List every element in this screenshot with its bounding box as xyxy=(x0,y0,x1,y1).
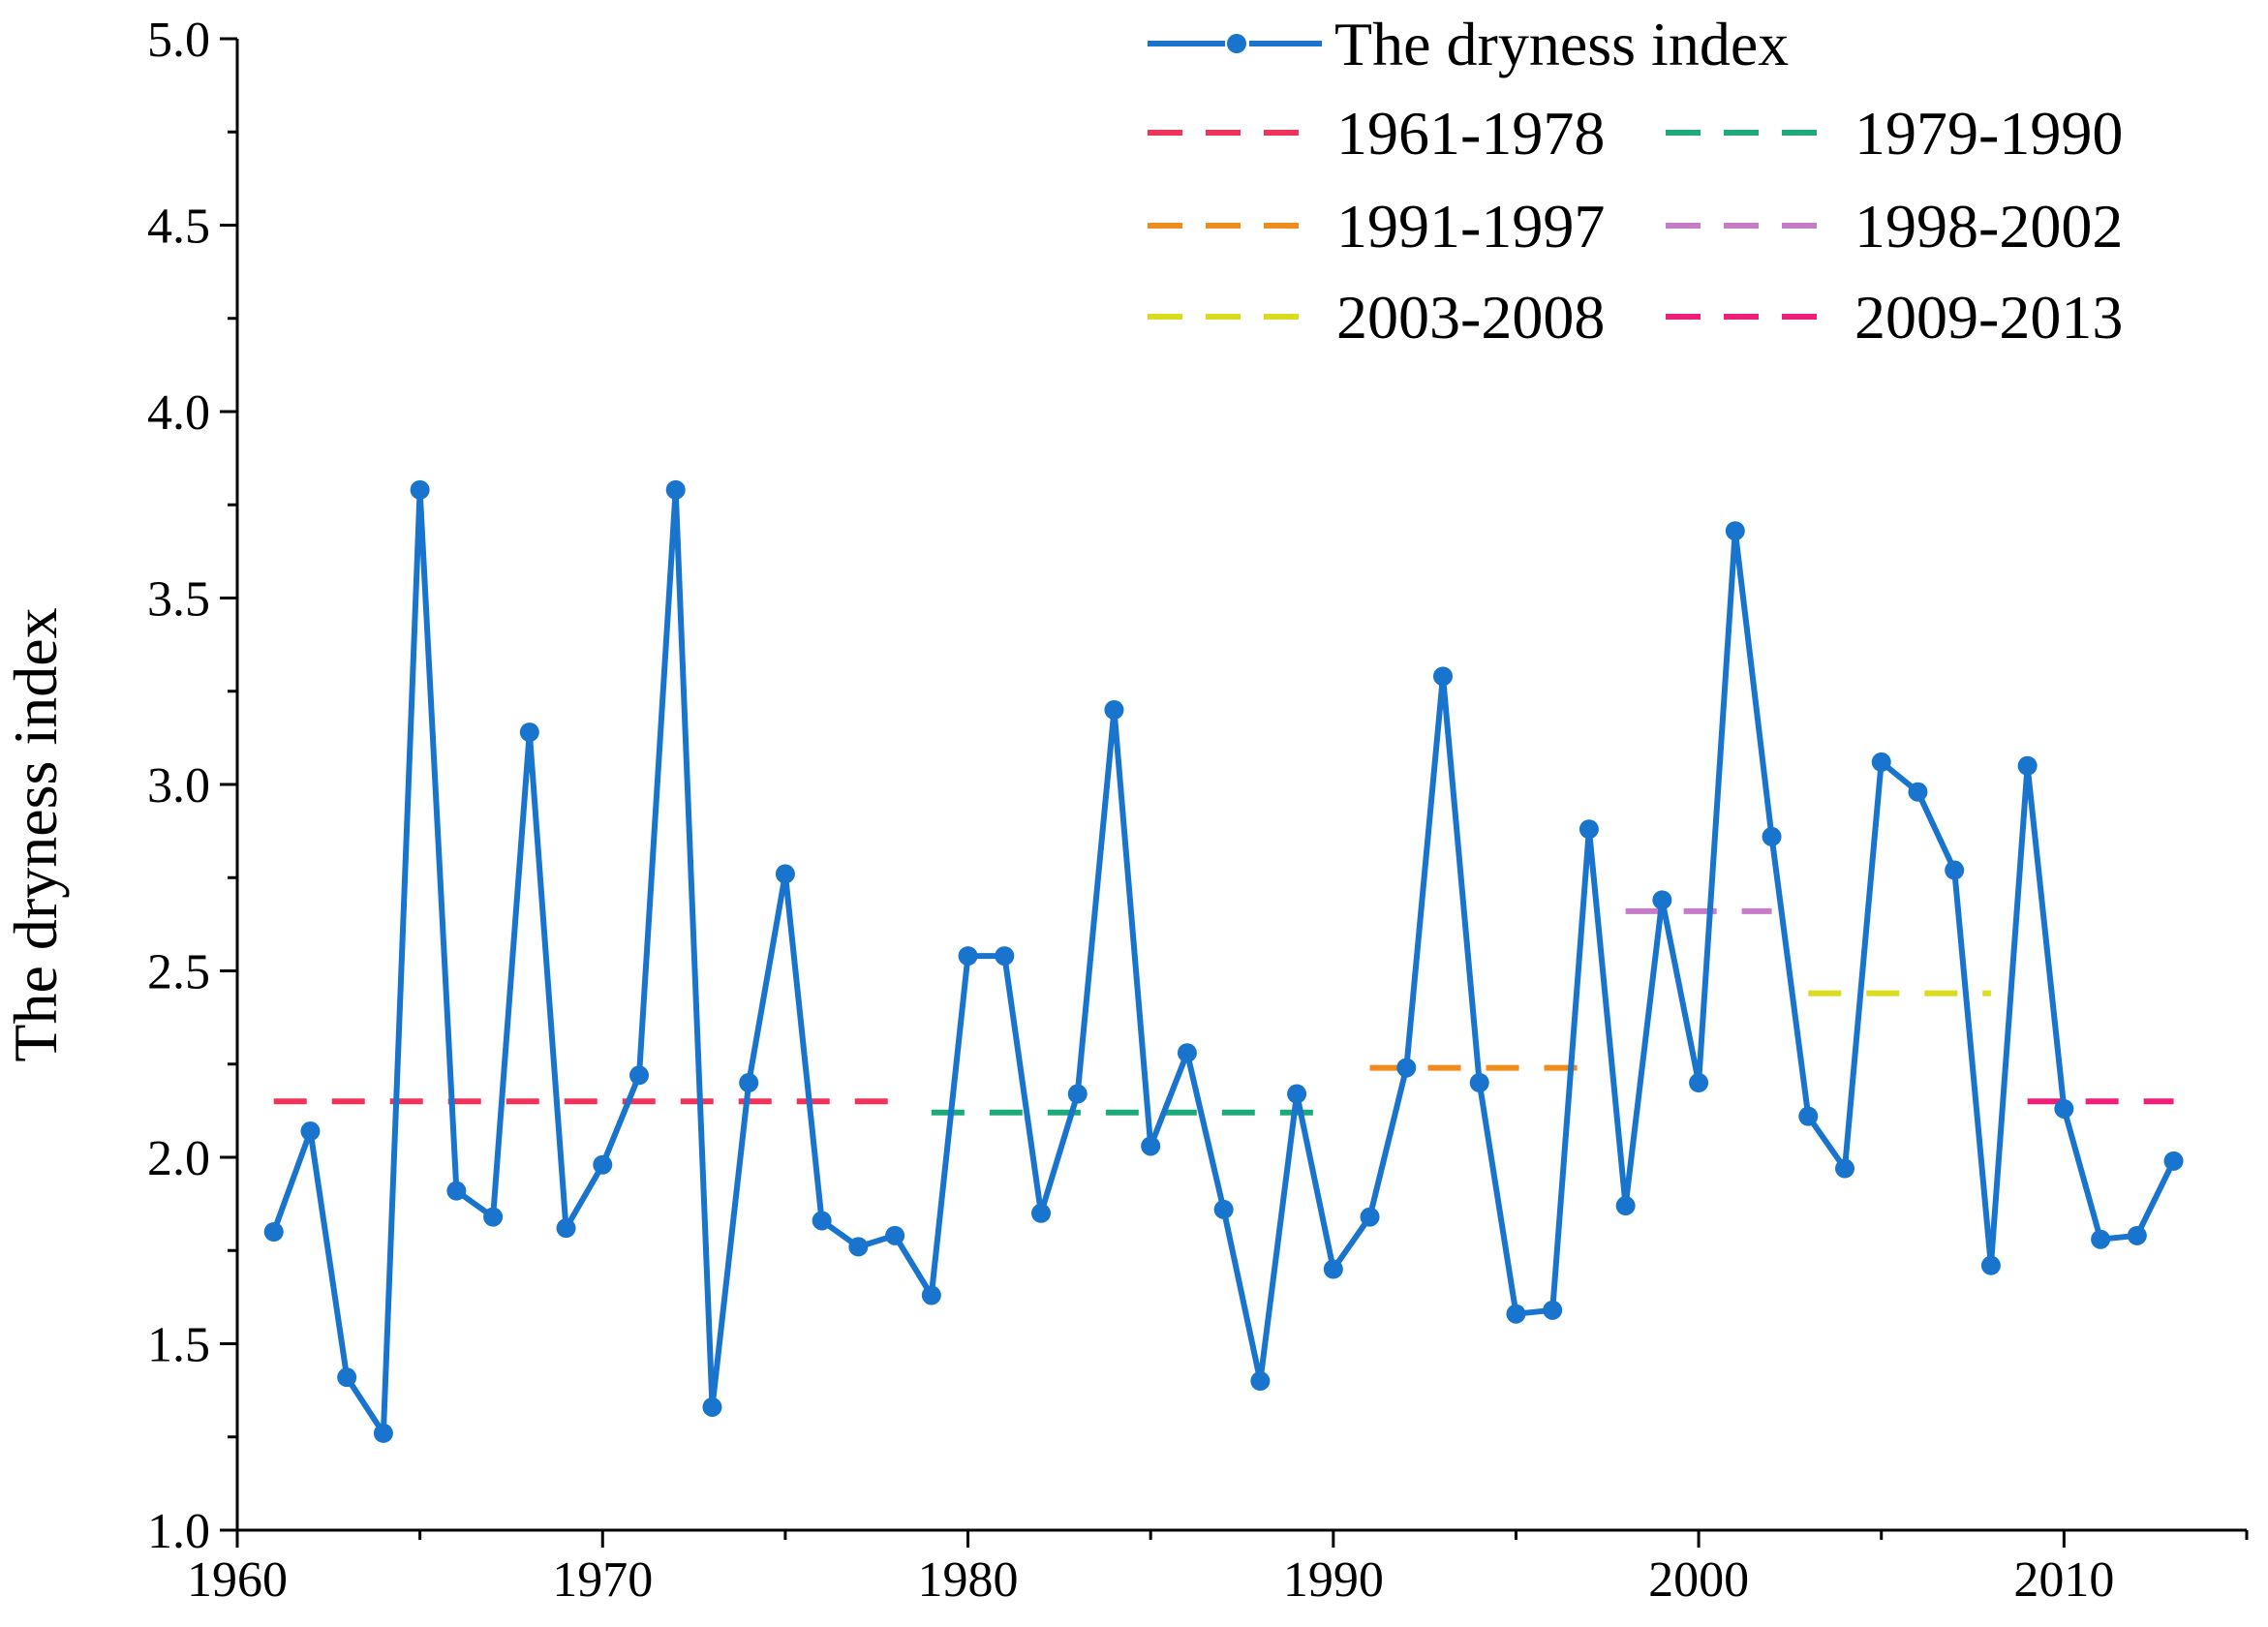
data-point-1970 xyxy=(593,1154,613,1175)
legend-label-2009-2013: 2009-2013 xyxy=(1854,283,2123,352)
y-tick-label: 2.5 xyxy=(147,945,210,1000)
data-point-1988 xyxy=(1250,1371,1271,1391)
legend-label-1991-1997: 1991-1997 xyxy=(1336,192,1605,261)
data-point-1991 xyxy=(1360,1207,1380,1227)
data-point-1962 xyxy=(300,1121,321,1142)
data-point-2013 xyxy=(2163,1151,2184,1171)
data-point-1986 xyxy=(1177,1043,1197,1063)
data-point-1997 xyxy=(1578,819,1599,840)
legend-label-2003-2008: 2003-2008 xyxy=(1336,283,1605,352)
x-tick-label: 2000 xyxy=(1648,1552,1749,1608)
y-tick-label: 4.5 xyxy=(147,200,210,255)
data-point-1981 xyxy=(995,946,1015,967)
data-point-1982 xyxy=(1031,1203,1051,1223)
axes: 1.0 1.5 2.0 2.5 3.0 3.5 4.0 4.5 5.0 1960 1970 1980 1… xyxy=(147,13,2249,1608)
data-point-1967 xyxy=(483,1207,504,1227)
data-point-1978 xyxy=(885,1225,905,1245)
data-point-1968 xyxy=(519,722,539,743)
data-point-2006 xyxy=(1908,782,1928,802)
data-point-1980 xyxy=(958,946,978,967)
data-point-2004 xyxy=(1835,1158,1854,1179)
y-tick-label: 3.0 xyxy=(147,758,210,814)
data-point-1977 xyxy=(848,1237,869,1257)
data-point-2009 xyxy=(2017,755,2038,776)
y-axis-title: The dryness index xyxy=(1,607,70,1061)
data-point-1985 xyxy=(1141,1136,1161,1156)
x-tick-label: 1970 xyxy=(552,1552,653,1608)
y-tick-label: 1.5 xyxy=(147,1318,210,1373)
x-tick-label: 1990 xyxy=(1283,1552,1384,1608)
y-tick-label: 4.0 xyxy=(147,385,210,441)
legend-label-series: The dryness index xyxy=(1334,10,1789,78)
data-point-2001 xyxy=(1725,521,1745,541)
data-point-1973 xyxy=(702,1397,722,1417)
data-point-1966 xyxy=(446,1181,467,1201)
data-point-1976 xyxy=(812,1211,832,1231)
data-point-1989 xyxy=(1287,1084,1307,1104)
x-tick-label: 1980 xyxy=(918,1552,1019,1608)
data-point-1972 xyxy=(665,479,686,500)
data-point-1992 xyxy=(1396,1058,1417,1078)
legend-label-1979-1990: 1979-1990 xyxy=(1854,99,2123,168)
data-point-2003 xyxy=(1798,1106,1819,1126)
data-point-1979 xyxy=(921,1285,941,1305)
data-point-1975 xyxy=(775,864,795,884)
data-point-1974 xyxy=(739,1073,759,1092)
period-mean-lines xyxy=(273,907,2174,1116)
data-point-2000 xyxy=(1689,1073,1709,1092)
legend-label-1998-2002: 1998-2002 xyxy=(1854,192,2123,261)
data-point-1995 xyxy=(1506,1304,1526,1324)
data-point-2002 xyxy=(1762,826,1782,846)
dryness-series xyxy=(263,479,2184,1443)
data-point-2012 xyxy=(2127,1225,2147,1245)
data-point-2011 xyxy=(2091,1229,2111,1249)
data-point-1961 xyxy=(263,1222,284,1242)
data-point-1993 xyxy=(1433,666,1453,687)
data-point-2007 xyxy=(1945,860,1965,880)
data-point-2008 xyxy=(1980,1255,2001,1275)
y-tick-label: 3.5 xyxy=(147,572,210,628)
data-point-2005 xyxy=(1871,752,1891,772)
data-point-1964 xyxy=(373,1423,393,1443)
data-point-1965 xyxy=(410,479,430,500)
data-point-2010 xyxy=(2054,1098,2074,1119)
series-line xyxy=(270,486,2177,1436)
legend-series-marker xyxy=(1227,34,1246,53)
data-point-1994 xyxy=(1469,1073,1489,1092)
y-tick-label: 1.0 xyxy=(147,1504,210,1559)
data-point-1990 xyxy=(1323,1259,1343,1279)
x-tick-label: 1960 xyxy=(187,1552,288,1608)
legend-label-1961-1978: 1961-1978 xyxy=(1336,99,1605,168)
data-point-1998 xyxy=(1615,1196,1636,1216)
y-tick-label: 2.0 xyxy=(147,1131,210,1186)
data-point-1999 xyxy=(1652,890,1672,910)
data-point-1971 xyxy=(629,1065,649,1086)
data-point-1969 xyxy=(556,1218,576,1239)
data-point-1984 xyxy=(1104,700,1124,720)
data-point-1983 xyxy=(1067,1084,1088,1104)
legend: The dryness index 1961-1978 1979-1990 1991-… xyxy=(1148,10,2123,352)
y-tick-label: 5.0 xyxy=(147,13,210,68)
data-point-1996 xyxy=(1543,1300,1563,1320)
data-point-1987 xyxy=(1213,1199,1234,1219)
data-point-1963 xyxy=(337,1367,357,1388)
x-tick-label: 2010 xyxy=(2013,1552,2114,1608)
